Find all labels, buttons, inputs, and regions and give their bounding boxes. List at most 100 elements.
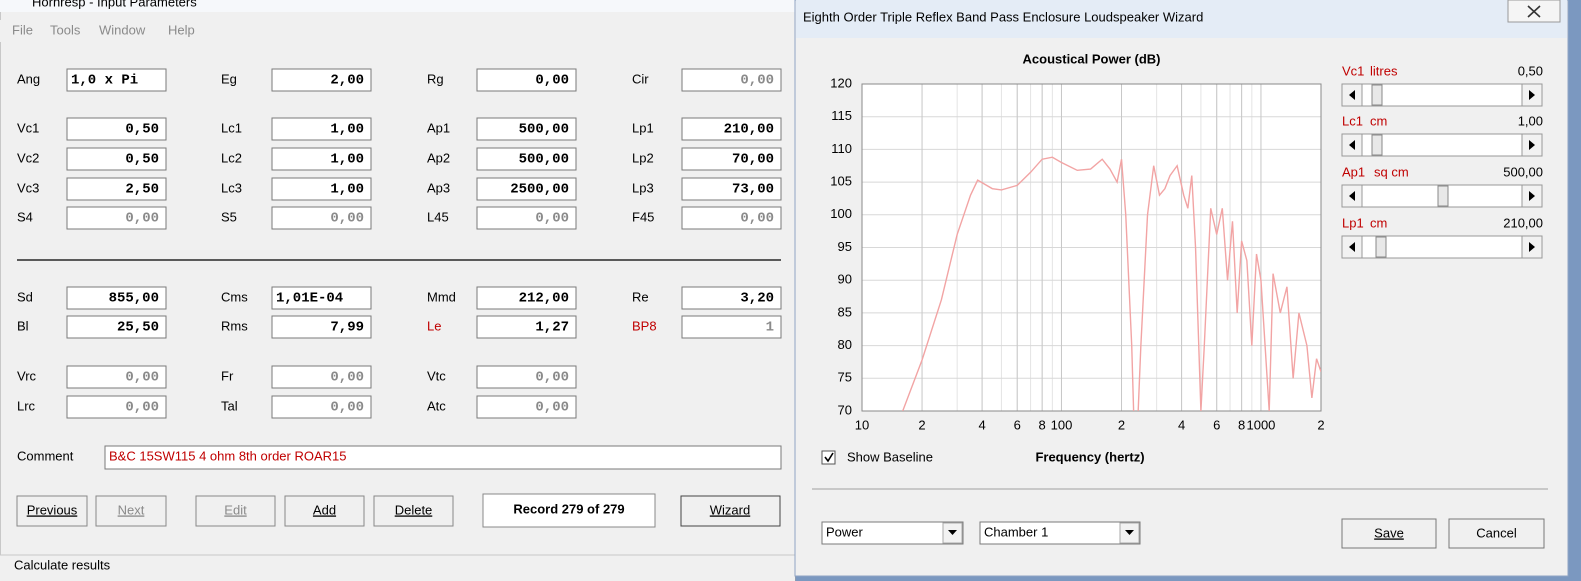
- field-input[interactable]: [476, 147, 577, 171]
- button[interactable]: [1448, 518, 1545, 549]
- field-input[interactable]: [271, 286, 372, 310]
- close-icon: [1527, 5, 1541, 18]
- button[interactable]: [284, 495, 365, 527]
- field-label: Le: [427, 318, 441, 333]
- field-input[interactable]: [271, 365, 372, 389]
- field-input[interactable]: [476, 68, 577, 92]
- field-label: Sd: [17, 289, 33, 304]
- field-input[interactable]: [271, 147, 372, 171]
- field-input[interactable]: [271, 68, 372, 92]
- field-input[interactable]: [681, 206, 782, 230]
- field-input[interactable]: [681, 177, 782, 201]
- x-tick-label: 10: [855, 417, 869, 432]
- slider-track[interactable]: [1341, 235, 1543, 259]
- button[interactable]: [16, 495, 88, 527]
- slider-unit: sq cm: [1374, 164, 1409, 179]
- field-label: Eg: [221, 71, 237, 86]
- chart-title: Acoustical Power (dB): [1023, 51, 1161, 66]
- field-input[interactable]: [271, 117, 372, 141]
- field-input[interactable]: [66, 315, 167, 339]
- field-input[interactable]: [681, 68, 782, 92]
- slider-thumb[interactable]: [1371, 84, 1383, 106]
- field-input[interactable]: [271, 177, 372, 201]
- arrow-icon: [1349, 242, 1355, 252]
- field-value: 0,00: [330, 370, 364, 386]
- field-input[interactable]: [66, 147, 167, 171]
- x-tick-label: 6: [1213, 417, 1220, 432]
- field-value: 0,00: [535, 370, 569, 386]
- slider-label: Vc1: [1342, 63, 1364, 78]
- slider-thumb[interactable]: [1437, 185, 1449, 207]
- field-input[interactable]: [476, 315, 577, 339]
- comment-input[interactable]: [104, 445, 782, 470]
- field-input[interactable]: [271, 206, 372, 230]
- field-input[interactable]: [476, 206, 577, 230]
- slider-value: 0,50: [1518, 63, 1543, 78]
- y-tick-label: 90: [838, 272, 852, 287]
- field-value: 1,27: [535, 320, 569, 336]
- menu-item: File: [12, 22, 33, 37]
- field-label: Cms: [221, 289, 248, 304]
- field-input[interactable]: [66, 177, 167, 201]
- field-input[interactable]: [271, 395, 372, 419]
- field-input[interactable]: [66, 286, 167, 310]
- field-input[interactable]: [66, 68, 167, 92]
- field-label: S5: [221, 209, 237, 224]
- field-input[interactable]: [66, 117, 167, 141]
- field-input[interactable]: [271, 315, 372, 339]
- field-label: Ap1: [427, 120, 450, 135]
- button-label: Add: [313, 502, 336, 517]
- button[interactable]: [95, 495, 167, 527]
- slider-label: Ap1: [1342, 164, 1365, 179]
- field-input[interactable]: [66, 395, 167, 419]
- x-tick-label: 8: [1039, 417, 1046, 432]
- y-tick-label: 75: [838, 370, 852, 385]
- field-input[interactable]: [681, 315, 782, 339]
- x-tick-label: 6: [1014, 417, 1021, 432]
- field-label: Vc1: [17, 120, 39, 135]
- wizard-button[interactable]: [680, 495, 781, 527]
- checkbox[interactable]: [821, 450, 836, 465]
- slider-unit: cm: [1370, 215, 1387, 230]
- field-label: Lp1: [632, 120, 654, 135]
- field-input[interactable]: [681, 286, 782, 310]
- field-value: 212,00: [519, 291, 569, 307]
- field-input[interactable]: [476, 365, 577, 389]
- field-input[interactable]: [476, 117, 577, 141]
- button[interactable]: [195, 495, 276, 527]
- field-label: Vc2: [17, 150, 39, 165]
- field-label: Vtc: [427, 368, 446, 383]
- field-input[interactable]: [66, 365, 167, 389]
- field-input[interactable]: [681, 117, 782, 141]
- wizard-title: Eighth Order Triple Reflex Band Pass Enc…: [803, 9, 1203, 24]
- field-input[interactable]: [476, 286, 577, 310]
- field-value: 500,00: [519, 122, 569, 138]
- dropdown[interactable]: [979, 521, 1141, 545]
- x-axis-label: Frequency (hertz): [1035, 449, 1144, 464]
- button[interactable]: [1341, 518, 1437, 549]
- slider-thumb[interactable]: [1371, 134, 1383, 156]
- button[interactable]: [373, 495, 454, 527]
- field-value: 3,20: [740, 291, 774, 307]
- field-value: 855,00: [109, 291, 159, 307]
- field-value: 2500,00: [510, 182, 569, 198]
- arrow-icon: [1529, 191, 1535, 201]
- field-input[interactable]: [476, 395, 577, 419]
- menu-item: Help: [168, 22, 195, 37]
- slider-thumb[interactable]: [1375, 236, 1387, 258]
- field-value: 210,00: [724, 122, 774, 138]
- field-label: Tal: [221, 398, 238, 413]
- field-value: 0,00: [535, 400, 569, 416]
- button-label: Wizard: [710, 502, 750, 517]
- field-input[interactable]: [476, 177, 577, 201]
- field-value: 0,00: [740, 211, 774, 227]
- x-tick-label: 1000: [1246, 417, 1275, 432]
- field-input[interactable]: [681, 147, 782, 171]
- field-input[interactable]: [66, 206, 167, 230]
- field-value: 500,00: [519, 152, 569, 168]
- arrow-icon: [1349, 191, 1355, 201]
- field-label: BP8: [632, 318, 657, 333]
- button-label: Save: [1374, 525, 1404, 540]
- comment-label: Comment: [17, 448, 74, 463]
- dropdown[interactable]: [821, 521, 964, 545]
